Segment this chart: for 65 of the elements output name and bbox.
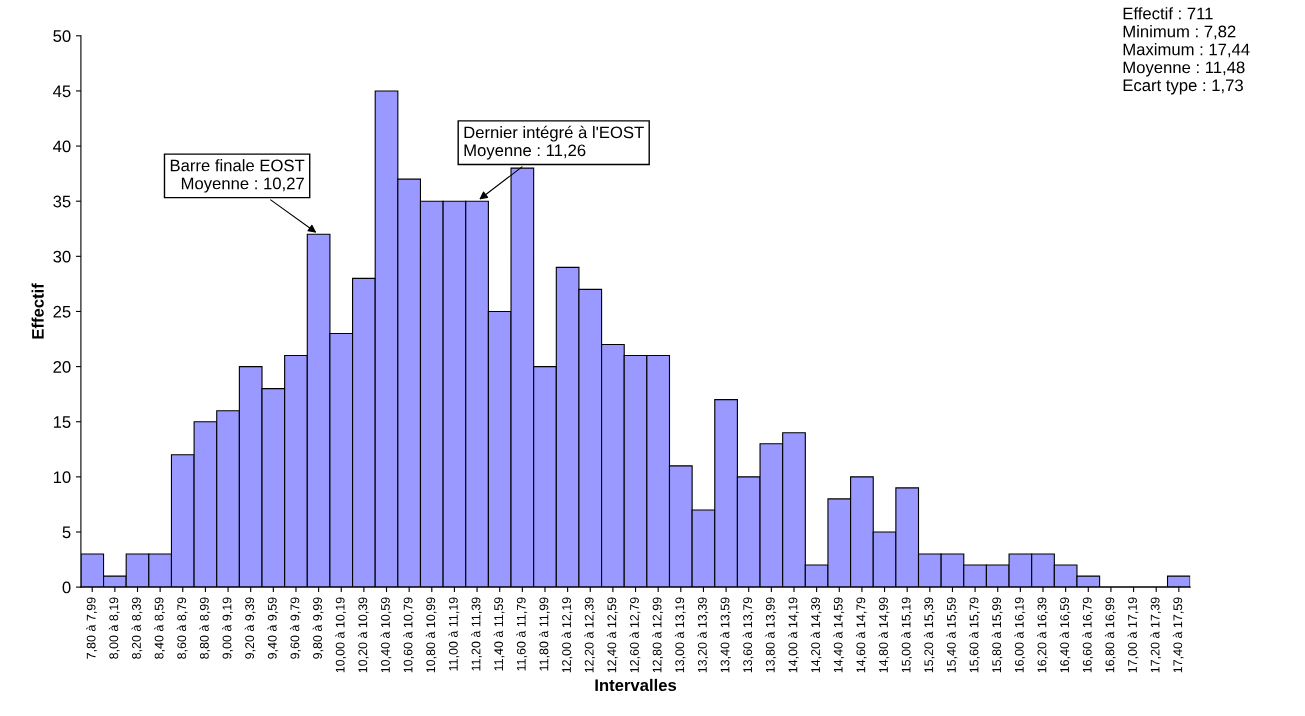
x-tick-label: 12,20 à 12,39 [584,597,596,673]
x-tick-label: 16,80 à 16,99 [1104,597,1116,673]
x-tick-label: 10,80 à 10,99 [425,597,437,673]
x-tick-label: 11,60 à 11,79 [516,597,528,671]
x-tick-label: 8,20 à 8,39 [131,597,143,659]
x-tick-label: 10,40 à 10,59 [380,597,392,673]
y-tick-label: 15 [53,416,71,428]
x-tick-label: 9,20 à 9,39 [244,597,256,659]
y-tick-label: 5 [62,526,71,539]
x-tick-label: 15,40 à 15,59 [946,597,958,673]
y-tick-label: 10 [53,471,71,484]
y-tick-label: 25 [53,305,71,318]
x-tick-label: 13,80 à 13,99 [765,597,777,673]
y-tick-label: 45 [53,85,71,98]
x-tick-label: 11,80 à 11,99 [539,597,550,671]
x-tick-label: 17,40 à 17,59 [1172,597,1184,673]
y-tick-label: 50 [53,30,71,42]
x-tick-label: 16,40 à 16,59 [1059,597,1071,673]
x-tick-label: 12,00 à 12,19 [561,597,573,673]
x-tick-label: 16,60 à 16,79 [1082,597,1094,673]
x-tick-label: 17,00 à 17,19 [1127,597,1139,673]
x-tick-label: 14,00 à 14,19 [788,597,799,673]
x-tick-label: 13,00 à 13,19 [674,597,686,673]
x-axis-title: Intervalles [595,678,677,692]
x-tick-label: 10,20 à 10,39 [357,597,369,673]
x-tick-label: 10,60 à 10,79 [403,597,414,673]
x-tick-label: 9,60 à 9,79 [290,597,301,659]
x-tick-label: 9,00 à 9,19 [222,597,233,659]
y-tick-label: 40 [53,140,71,153]
x-tick-label: 14,20 à 14,39 [810,597,822,673]
y-tick-label: 35 [53,195,71,208]
x-tick-label: 15,80 à 15,99 [991,597,1003,673]
x-tick-label: 8,60 à 8,79 [176,597,188,659]
annotation: Barre finale EOST Moyenne : 10,27 [170,159,305,193]
x-tick-label: 15,00 à 15,19 [901,597,913,673]
x-tick-label: 13,40 à 13,59 [720,597,731,673]
x-tick-label: 9,80 à 9,99 [312,597,324,659]
x-tick-label: 12,40 à 12,59 [606,597,618,673]
x-tick-label: 11,20 à 11,39 [471,597,482,671]
x-tick-label: 14,80 à 14,99 [878,597,890,673]
x-tick-label: 12,80 à 12,99 [652,597,663,673]
x-tick-label: 13,60 à 13,79 [742,597,754,673]
x-tick-label: 16,00 à 16,19 [1014,597,1026,673]
x-tick-label: 17,20 à 17,39 [1150,597,1162,673]
x-tick-label: 15,60 à 15,79 [969,597,980,673]
x-tick-label: 12,60 à 12,79 [629,597,641,673]
x-tick-label: 10,00 à 10,19 [335,597,347,673]
annotation: Effectif : 711 Minimum : 7,82 Maximum : 17,44 Moyenne : 11,48 Ecart type : 1,73 [1123,7,1250,95]
y-tick-label: 0 [62,581,71,594]
y-tick-label: 20 [53,360,71,373]
annotation: Dernier intégré à l'EOST Moyenne : 11,26 [464,125,644,160]
x-tick-label: 9,40 à 9,59 [267,597,279,659]
x-tick-label: 11,00 à 11,19 [448,597,460,671]
x-tick-label: 8,00 à 8,19 [108,597,120,659]
x-tick-label: 8,80 à 8,99 [199,597,211,659]
y-tick-label: 30 [53,250,71,263]
x-tick-label: 13,20 à 13,39 [697,597,709,673]
y-axis-title: Effectif [31,283,44,339]
x-tick-label: 7,80 à 7,99 [86,597,98,659]
x-tick-label: 14,40 à 14,59 [833,597,845,673]
x-tick-label: 15,20 à 15,39 [923,597,935,673]
x-tick-label: 11,40 à 11,59 [493,597,505,671]
x-tick-label: 14,60 à 14,79 [855,597,867,673]
x-tick-label: 16,20 à 16,39 [1037,597,1048,673]
x-tick-label: 8,40 à 8,59 [154,597,165,659]
